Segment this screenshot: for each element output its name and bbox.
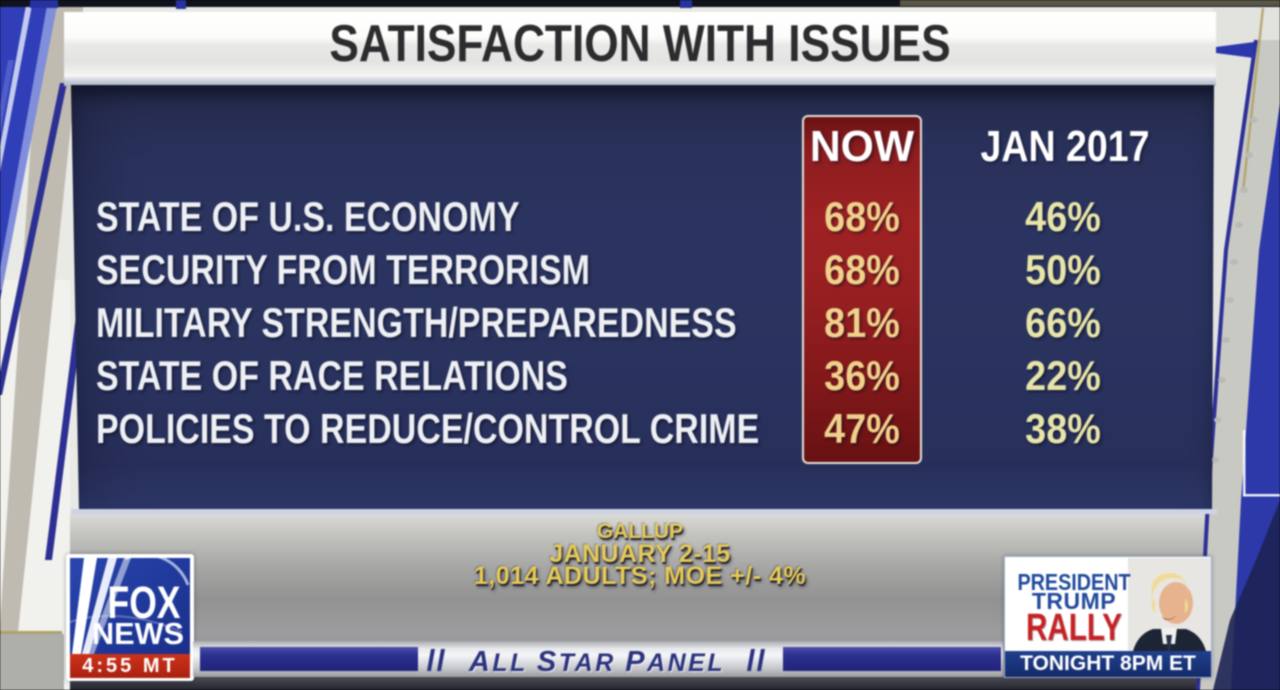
svg-text:FOX: FOX bbox=[108, 577, 181, 628]
svg-text:NEWS: NEWS bbox=[92, 616, 184, 651]
